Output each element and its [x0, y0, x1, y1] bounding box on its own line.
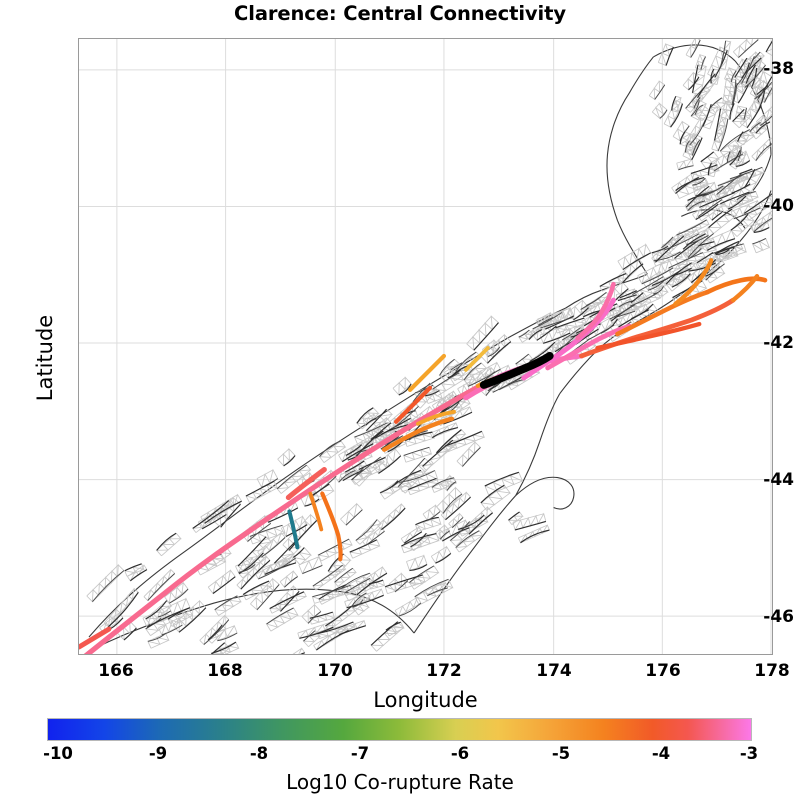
connected-fault-otago-orange-a — [320, 491, 343, 562]
connected-fault-ne-red-lower — [595, 321, 702, 351]
colorbar-label: Log10 Co-rupture Rate — [286, 770, 514, 794]
connected-fault-orange-splay-b — [393, 385, 433, 424]
connected-fault-yellow-splay — [463, 346, 490, 372]
connected-fault-ne-orange-branch — [673, 258, 714, 307]
colorbar-tick-labels: -10 -9 -8 -7 -6 -5 -4 -3 — [0, 744, 800, 768]
grid-lines — [79, 39, 772, 654]
map-plot-area: .gsec { fill:none; stroke:#c6c6c6; strok… — [78, 38, 773, 655]
x-tick: 168 — [207, 661, 243, 681]
connected-fault-awatere — [545, 323, 632, 371]
colorbar-tick: -3 — [739, 744, 759, 763]
page-title: Clarence: Central Connectivity — [234, 2, 566, 25]
x-tick: 172 — [426, 661, 462, 681]
x-tick: 176 — [645, 661, 681, 681]
connected-fault-alpine — [83, 379, 491, 654]
x-tick: 170 — [317, 661, 353, 681]
connected-fault-alpine-mid — [285, 467, 327, 501]
fault-map: .gsec { fill:none; stroke:#c6c6c6; strok… — [79, 39, 772, 654]
connected-fault-orange-splay-a — [407, 353, 447, 392]
connected-fault-wairau — [575, 281, 616, 341]
x-tick: 174 — [536, 661, 572, 681]
x-tick: 166 — [98, 661, 134, 681]
background-fault-sections — [86, 39, 772, 654]
x-axis-label: Longitude — [373, 688, 478, 712]
connected-fault-orange-splay-d — [416, 409, 456, 426]
source-fault-clarence — [479, 351, 554, 389]
y-axis-label: Latitude — [33, 314, 57, 402]
connected-fault-alpine-tip — [79, 626, 112, 650]
colorbar-tick: -5 — [551, 744, 571, 763]
colorbar-tick: -6 — [450, 744, 470, 763]
connected-fault-orange-splay-c — [381, 416, 455, 452]
background-fault-traces — [92, 39, 772, 654]
connected-fault-ne-orange-east — [704, 276, 768, 295]
connected-faults — [79, 258, 768, 654]
x-tick: 178 — [754, 661, 790, 681]
colorbar-tick: -8 — [249, 744, 269, 763]
connected-fault-otago-orange-b — [308, 491, 324, 532]
connected-fault-ne-orange-upper — [615, 289, 710, 337]
colorbar — [47, 718, 752, 741]
connected-fault-teal — [287, 509, 300, 550]
colorbar-tick: -9 — [148, 744, 168, 763]
coastline — [88, 44, 772, 650]
connected-fault-ne-orange-far — [730, 274, 760, 303]
colorbar-tick: -7 — [350, 744, 370, 763]
colorbar-gradient — [47, 718, 752, 741]
colorbar-tick: -4 — [651, 744, 671, 763]
colorbar-tick: -10 — [43, 744, 73, 763]
